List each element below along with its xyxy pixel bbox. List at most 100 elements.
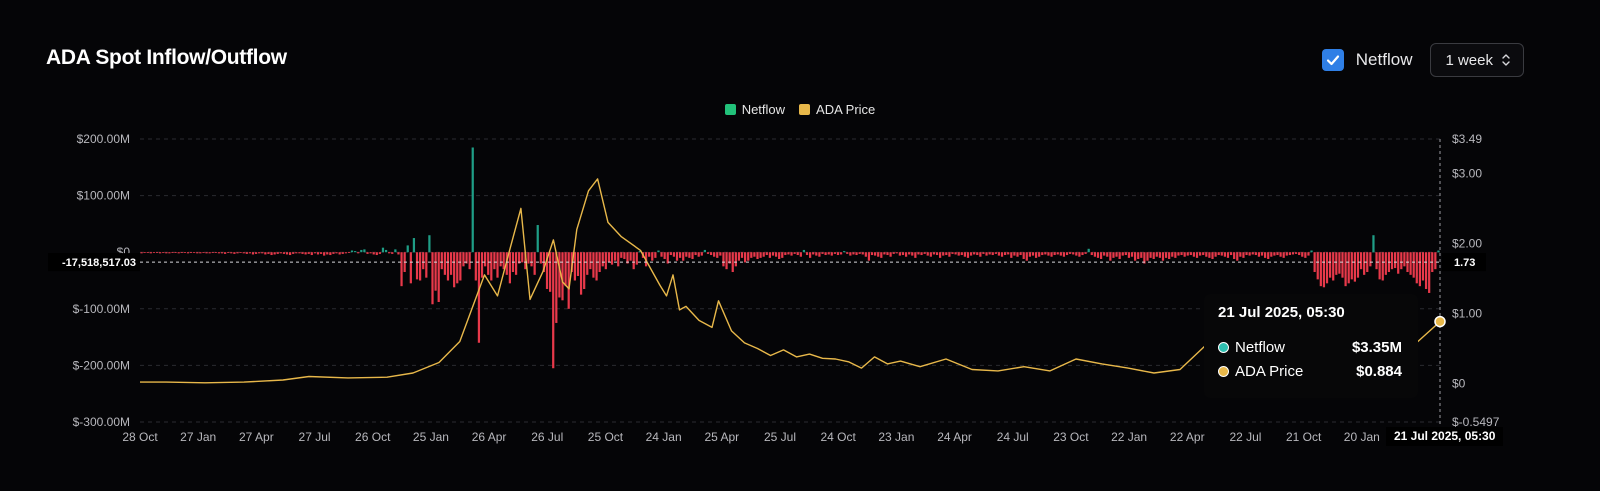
netflow-bar <box>951 252 954 254</box>
netflow-bar <box>1041 252 1044 256</box>
netflow-bar <box>1282 252 1285 258</box>
legend-swatch-netflow <box>724 104 736 115</box>
netflow-bar <box>849 252 852 256</box>
netflow-bar <box>199 252 202 254</box>
tooltip-value-netflow: $3.35M <box>1351 339 1402 356</box>
netflow-bar <box>1313 252 1316 273</box>
netflow-bar <box>193 252 196 253</box>
netflow-bar <box>740 252 744 258</box>
netflow-bar <box>1264 252 1267 258</box>
netflow-bar <box>549 252 552 292</box>
netflow-bar <box>1038 252 1041 257</box>
legend-item-netflow[interactable]: Netflow <box>724 102 785 117</box>
netflow-bar <box>400 252 403 287</box>
netflow-bar <box>988 252 991 255</box>
netflow-bar <box>1347 252 1350 284</box>
netflow-bar <box>384 249 388 253</box>
netflow-bar <box>276 252 279 254</box>
netflow-bar <box>570 252 573 273</box>
netflow-bar <box>1127 252 1131 258</box>
legend-item-ada-price[interactable]: ADA Price <box>799 102 875 117</box>
netflow-bar <box>824 252 827 256</box>
netflow-bar <box>744 252 747 263</box>
netflow-bar <box>592 252 595 278</box>
x-tick-label: 24 Apr <box>937 430 972 444</box>
netflow-bar <box>261 252 264 254</box>
netflow-bar <box>530 252 533 267</box>
netflow-bar <box>1415 252 1418 284</box>
netflow-bar <box>945 252 948 256</box>
netflow-bar <box>679 252 682 258</box>
netflow-bar <box>1229 252 1233 256</box>
netflow-bar <box>536 225 539 253</box>
netflow-bar <box>1251 252 1254 255</box>
netflow-bar <box>227 252 230 253</box>
netflow-bar <box>1174 252 1177 258</box>
netflow-bar <box>1137 252 1140 259</box>
netflow-bar <box>1285 252 1288 256</box>
netflow-bar <box>502 252 505 270</box>
netflow-bar <box>870 252 874 256</box>
netflow-bar <box>391 252 394 254</box>
x-tick-label: 26 Jul <box>531 430 563 444</box>
netflow-bar <box>793 252 796 254</box>
netflow-bar <box>415 252 419 280</box>
netflow-bar <box>725 252 728 270</box>
netflow-bar <box>923 252 926 254</box>
netflow-bar <box>1134 252 1137 261</box>
y-right-tick-label: $2.00 <box>1452 236 1482 250</box>
netflow-bar <box>202 252 205 253</box>
netflow-bar <box>654 252 657 258</box>
netflow-bar <box>682 252 685 261</box>
netflow-bar <box>886 252 889 256</box>
netflow-bar <box>982 252 985 254</box>
netflow-bar <box>350 250 354 253</box>
netflow-bar <box>969 252 973 256</box>
netflow-bar <box>716 252 719 258</box>
y-right-tick-label: $1.00 <box>1452 306 1482 320</box>
netflow-bar <box>607 252 611 263</box>
netflow-bar <box>1226 252 1230 258</box>
netflow-bar <box>1338 252 1341 274</box>
netflow-bar <box>1112 252 1115 258</box>
netflow-bar <box>750 252 753 258</box>
netflow-bar <box>220 252 224 254</box>
netflow-bar <box>579 252 583 295</box>
period-select-value: 1 week <box>1445 51 1493 69</box>
netflow-bar <box>1353 252 1356 282</box>
netflow-bar <box>954 252 957 255</box>
netflow-bar <box>632 252 635 270</box>
netflow-bar <box>471 147 474 253</box>
netflow-bar <box>1084 252 1087 254</box>
netflow-bar <box>651 252 654 261</box>
netflow-bar <box>691 252 694 259</box>
netflow-bar <box>357 252 360 254</box>
tooltip-dot-netflow <box>1218 342 1229 353</box>
netflow-bar <box>248 252 251 254</box>
netflow-bar <box>638 251 641 253</box>
netflow-bar <box>747 252 750 261</box>
netflow-toggle[interactable]: Netflow <box>1321 49 1412 71</box>
netflow-bar <box>1217 252 1220 256</box>
netflow-bar <box>304 252 307 255</box>
netflow-bar <box>419 252 422 281</box>
netflow-bar <box>1236 252 1239 261</box>
netflow-bar <box>994 252 997 254</box>
checkbox-checked-icon[interactable] <box>1321 49 1344 71</box>
netflow-bar <box>521 252 524 263</box>
netflow-bar <box>685 252 688 257</box>
netflow-bar <box>604 252 607 270</box>
netflow-bar <box>1096 252 1100 258</box>
netflow-bar <box>316 252 320 255</box>
netflow-bar <box>394 249 397 253</box>
netflow-bar <box>1288 252 1291 256</box>
netflow-bar <box>635 252 638 265</box>
period-select[interactable]: 1 week <box>1430 43 1524 77</box>
netflow-bar <box>251 252 255 255</box>
netflow-bar <box>932 252 936 255</box>
netflow-bar <box>790 252 793 256</box>
netflow-bar <box>1437 250 1440 253</box>
netflow-bar <box>1031 252 1035 256</box>
netflow-bar <box>929 252 932 257</box>
